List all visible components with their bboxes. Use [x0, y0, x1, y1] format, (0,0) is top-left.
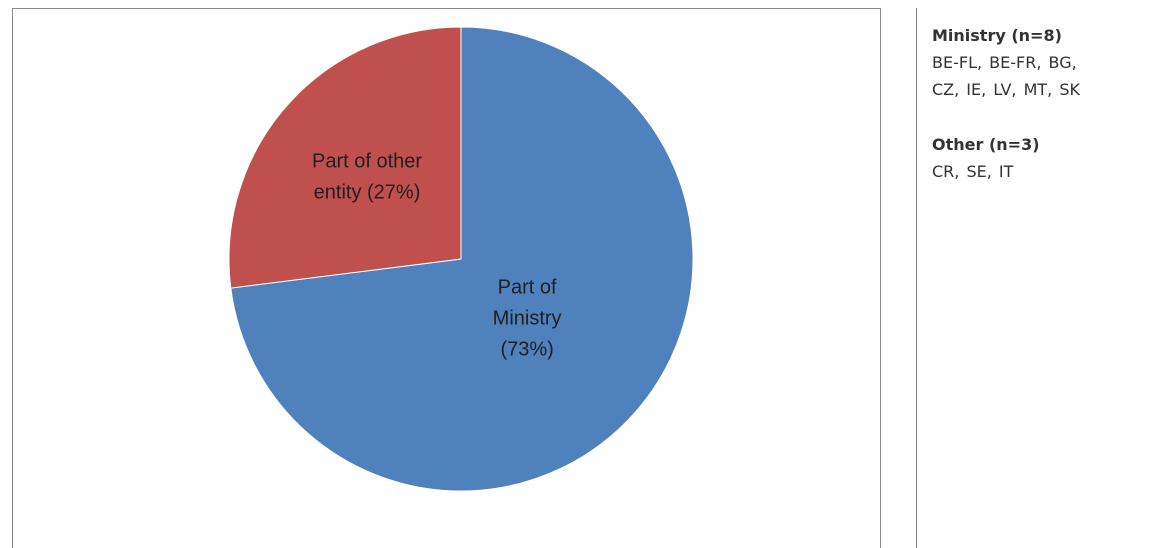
pie-slice-1 — [228, 26, 462, 289]
pie-slice-label-line: (73%) — [500, 338, 553, 360]
group-title: Ministry (n=8) — [932, 26, 1062, 45]
pie-slice-label-0: Part of Ministry (73%) — [493, 276, 562, 360]
pie-slices — [228, 26, 694, 492]
group-title: Other (n=3) — [932, 135, 1040, 154]
pie-chart: Part of Ministry (73%) Part of other entity … — [228, 26, 694, 492]
pie-slice-label-1: Part of other entity (27%) — [312, 151, 422, 204]
pie-slice-0 — [230, 26, 694, 492]
group-line: CR, SE, IT — [932, 162, 1014, 181]
pie-slice-label-line: Ministry — [493, 307, 562, 329]
side-panel: Ministry (n=8) BE-FL, BE-FR, BG, CZ, IE,… — [916, 8, 1163, 548]
group-ministry: Ministry (n=8) BE-FL, BE-FR, BG, CZ, IE,… — [932, 22, 1163, 103]
chart-frame: Part of Ministry (73%) Part of other entity … — [12, 8, 881, 548]
group-line: CZ, IE, LV, MT, SK — [932, 80, 1080, 99]
pie-labels: Part of Ministry (73%) Part of other entity … — [312, 151, 562, 361]
group-line: BE-FL, BE-FR, BG, — [932, 53, 1077, 72]
group-other: Other (n=3) CR, SE, IT — [932, 131, 1163, 185]
pie-slice-label-line: Part of — [498, 276, 557, 298]
pie-slice-label-line: Part of other — [312, 151, 422, 173]
pie-slice-label-line: entity (27%) — [314, 182, 421, 204]
